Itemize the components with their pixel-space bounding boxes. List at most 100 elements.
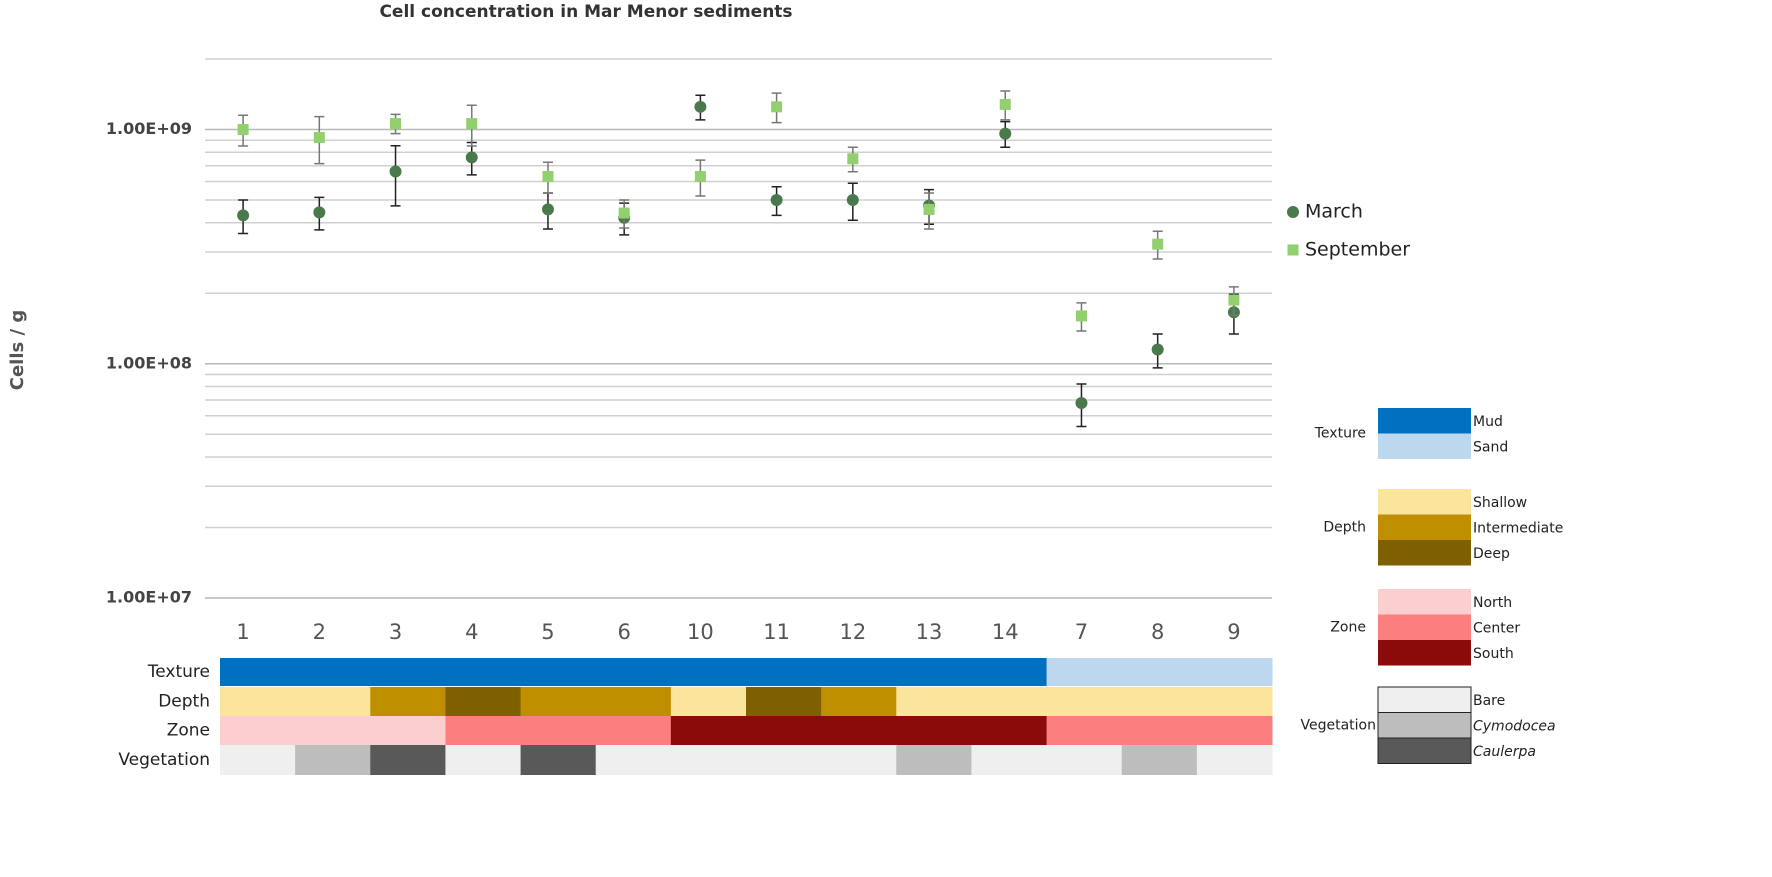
strip-legend-swatch xyxy=(1378,640,1471,666)
data-point xyxy=(999,98,1011,110)
strip-cell xyxy=(220,658,296,686)
x-tick-label: 14 xyxy=(992,620,1019,644)
data-point xyxy=(390,118,402,130)
strip-cell xyxy=(370,687,446,716)
strip-cell xyxy=(746,716,822,745)
y-tick-label: 1.00E+07 xyxy=(106,588,192,607)
strip-cell xyxy=(971,658,1048,686)
strip-cell xyxy=(971,716,1048,745)
strip-cell xyxy=(896,687,972,716)
strip-cell xyxy=(520,716,597,745)
strip-cell xyxy=(445,687,522,716)
strip-cell xyxy=(670,687,747,716)
x-tick-label: 1 xyxy=(236,620,249,644)
data-point xyxy=(618,207,630,219)
legend-label: March xyxy=(1305,201,1363,223)
strip-legend-title: Depth xyxy=(1323,519,1366,535)
strip-cell xyxy=(896,716,972,745)
strip-legend-label: Caulerpa xyxy=(1473,744,1536,760)
strip-cell xyxy=(370,716,446,745)
strip-legend-swatch xyxy=(1378,514,1471,540)
strip-cell xyxy=(595,745,672,775)
x-tick-label: 4 xyxy=(465,620,478,644)
strip-cell xyxy=(1046,745,1123,775)
strip-cell xyxy=(445,658,522,686)
x-tick-label: 6 xyxy=(617,620,630,644)
data-point xyxy=(694,171,706,183)
chart-title: Cell concentration in Mar Menor sediment… xyxy=(379,2,792,22)
strip-legend-label: Cymodocea xyxy=(1473,718,1556,734)
data-point xyxy=(313,131,325,143)
data-point xyxy=(1075,396,1088,409)
strip-cell xyxy=(746,658,822,686)
strip-legend-swatch xyxy=(1378,489,1471,515)
strip-legend-title: Vegetation xyxy=(1301,717,1377,733)
data-point xyxy=(541,203,554,216)
data-point xyxy=(465,151,478,164)
data-point xyxy=(999,127,1012,140)
x-tick-label: 5 xyxy=(541,620,554,644)
strip-cell xyxy=(370,745,446,775)
data-point xyxy=(694,100,707,113)
legend-marker xyxy=(1287,244,1299,256)
strip-legend-label: Mud xyxy=(1473,414,1503,430)
strip-label: Zone xyxy=(167,721,210,741)
data-point xyxy=(846,194,859,207)
strip-cell xyxy=(821,687,897,716)
strip-cell xyxy=(445,745,522,775)
strip-cell xyxy=(1121,687,1198,716)
data-point xyxy=(237,209,250,222)
strip-cell xyxy=(971,687,1048,716)
strip-legend-label: Intermediate xyxy=(1473,520,1563,536)
strip-cell xyxy=(595,716,672,745)
strip-legend-swatch xyxy=(1378,589,1471,615)
strip-legend-swatch xyxy=(1377,737,1472,764)
strip-label: Texture xyxy=(147,662,210,682)
strip-cell xyxy=(1046,716,1123,745)
strip-cell xyxy=(595,687,672,716)
strip-cell xyxy=(746,687,822,716)
strip-cell xyxy=(520,658,597,686)
strip-cell xyxy=(670,745,747,775)
strip-legend-label: Deep xyxy=(1473,546,1510,562)
strip-cell xyxy=(821,716,897,745)
y-axis-label: Cells / g xyxy=(7,310,28,390)
strip-legend-label: Bare xyxy=(1473,693,1505,709)
strip-legend-title: Zone xyxy=(1330,619,1366,635)
x-tick-label: 9 xyxy=(1227,620,1240,644)
data-point xyxy=(389,165,402,178)
data-point xyxy=(1075,310,1087,322)
x-tick-label: 8 xyxy=(1151,620,1164,644)
data-point xyxy=(313,206,326,219)
strip-cell xyxy=(295,716,371,745)
strip-cell xyxy=(896,745,972,775)
strip-cell xyxy=(520,687,597,716)
strip-legend-swatch xyxy=(1377,712,1472,739)
data-point xyxy=(771,101,783,113)
strip-cell xyxy=(1121,658,1198,686)
strip-legend-label: Sand xyxy=(1473,439,1508,455)
data-point xyxy=(1228,294,1240,306)
strip-legend-label: Center xyxy=(1473,620,1520,636)
strip-cell xyxy=(971,745,1048,775)
strip-cell xyxy=(746,745,822,775)
strip-legend-swatch xyxy=(1378,614,1471,640)
x-tick-label: 13 xyxy=(916,620,943,644)
strip-cell xyxy=(295,687,371,716)
strip-cell xyxy=(220,745,296,775)
data-point xyxy=(923,203,935,215)
strip-cell xyxy=(1196,687,1273,716)
strip-legend-title: Texture xyxy=(1314,426,1366,442)
strip-cell xyxy=(670,658,747,686)
data-point xyxy=(466,118,478,130)
strip-cell xyxy=(220,716,296,745)
strip-cell xyxy=(670,716,747,745)
strip-cell xyxy=(370,658,446,686)
x-tick-label: 12 xyxy=(839,620,866,644)
strip-legend-swatch xyxy=(1377,686,1472,713)
strip-cell xyxy=(821,745,897,775)
strip-cell xyxy=(896,658,972,686)
strip-cell xyxy=(295,745,371,775)
x-tick-label: 2 xyxy=(313,620,326,644)
x-tick-label: 11 xyxy=(763,620,790,644)
